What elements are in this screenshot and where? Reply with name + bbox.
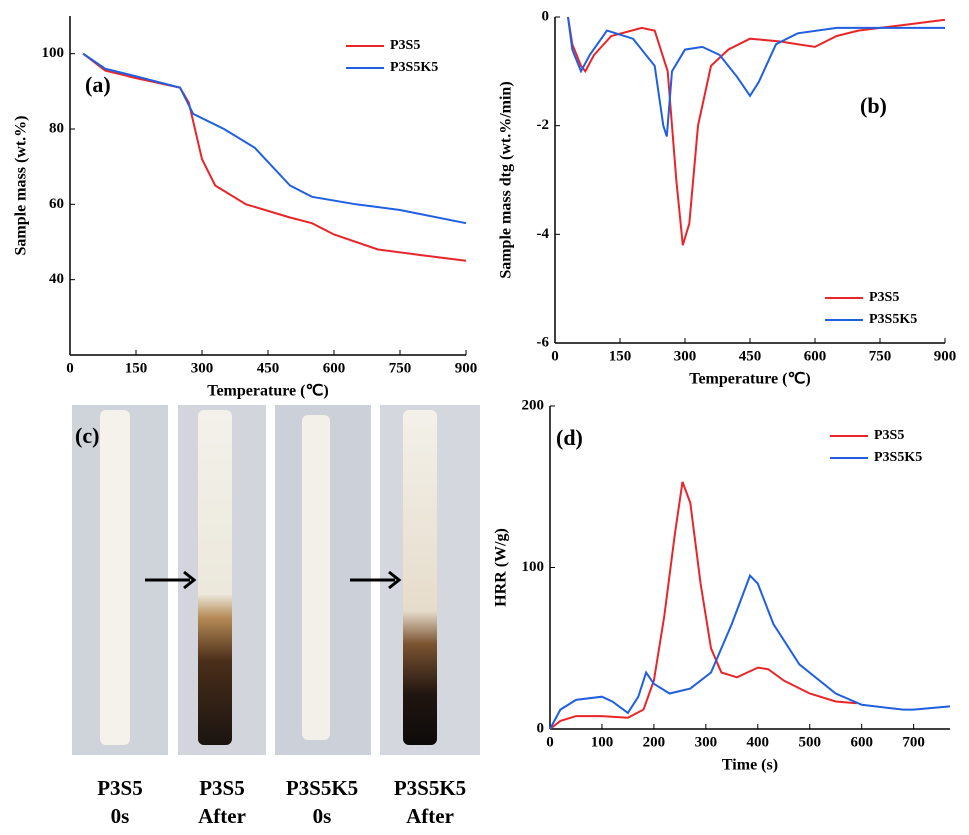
panel-label: (c): [75, 423, 99, 448]
y-axis-label: Sample mass (wt.%): [13, 116, 30, 256]
x-tick-label: 900: [455, 360, 478, 376]
data-line: [567, 16, 946, 246]
y-tick-label: -4: [537, 226, 550, 242]
panel-label: (a): [85, 72, 111, 97]
y-tick-label: -6: [537, 334, 550, 350]
x-axis-label: Time (s): [722, 757, 778, 774]
y-tick-label: -2: [537, 117, 550, 133]
x-tick-label: 900: [934, 348, 957, 364]
x-tick-label: 600: [323, 360, 346, 376]
x-tick-label: 600: [804, 348, 827, 364]
x-tick-label: 200: [643, 734, 666, 750]
x-tick-label: 450: [739, 348, 762, 364]
arrow-head: [388, 570, 402, 590]
x-tick-label: 0: [546, 734, 554, 750]
x-axis-label: Temperature (℃): [207, 383, 329, 400]
x-tick-label: 100: [591, 734, 614, 750]
caption: P3S5: [97, 776, 143, 800]
y-axis-label: HRR (W/g): [493, 528, 510, 607]
y-tick-label: 100: [522, 559, 545, 575]
caption: After: [198, 804, 246, 828]
legend-label: P3S5K5: [869, 312, 917, 327]
y-tick-label: 0: [537, 720, 545, 736]
sample: [403, 410, 437, 745]
x-tick-label: 0: [551, 348, 559, 364]
x-tick-label: 150: [609, 348, 632, 364]
caption: P3S5K5: [286, 776, 358, 800]
data-line: [567, 16, 945, 137]
x-tick-label: 700: [902, 734, 925, 750]
x-tick-label: 450: [257, 360, 280, 376]
y-axis-label: Sample mass dtg (wt.%/min): [498, 81, 515, 278]
x-tick-label: 300: [674, 348, 697, 364]
x-axis-label: Temperature (℃): [689, 371, 811, 388]
x-tick-label: 500: [798, 734, 821, 750]
caption: 0s: [313, 804, 332, 828]
legend-label: P3S5: [869, 290, 899, 305]
caption: P3S5K5: [394, 776, 466, 800]
data-line: [549, 573, 951, 730]
sample: [198, 410, 232, 745]
y-tick-label: 60: [49, 196, 64, 212]
legend-label: P3S5: [390, 38, 420, 53]
photo-panel: (c): [72, 405, 480, 755]
data-line: [549, 481, 857, 730]
x-tick-label: 150: [125, 360, 148, 376]
x-tick-label: 300: [695, 734, 718, 750]
arrow-head: [183, 570, 197, 590]
y-tick-label: 0: [542, 8, 550, 24]
y-tick-label: 200: [522, 397, 545, 413]
sample: [302, 415, 330, 740]
caption: After: [406, 804, 454, 828]
legend-label: P3S5K5: [874, 450, 922, 465]
caption: 0s: [111, 804, 130, 828]
data-line: [82, 52, 467, 262]
legend-label: P3S5: [874, 428, 904, 443]
panel-label: (d): [556, 425, 583, 450]
y-tick-label: 80: [49, 120, 64, 136]
y-tick-label: 40: [49, 271, 64, 287]
x-tick-label: 750: [869, 348, 892, 364]
x-tick-label: 750: [389, 360, 412, 376]
sample: [100, 410, 130, 745]
x-tick-label: 600: [850, 734, 873, 750]
x-tick-label: 400: [747, 734, 770, 750]
x-tick-label: 300: [191, 360, 214, 376]
y-tick-label: 100: [42, 45, 65, 61]
data-line: [82, 52, 467, 225]
x-tick-label: 0: [66, 360, 74, 376]
panel-label: (b): [860, 93, 887, 118]
legend-label: P3S5K5: [390, 60, 438, 75]
caption: P3S5: [199, 776, 245, 800]
